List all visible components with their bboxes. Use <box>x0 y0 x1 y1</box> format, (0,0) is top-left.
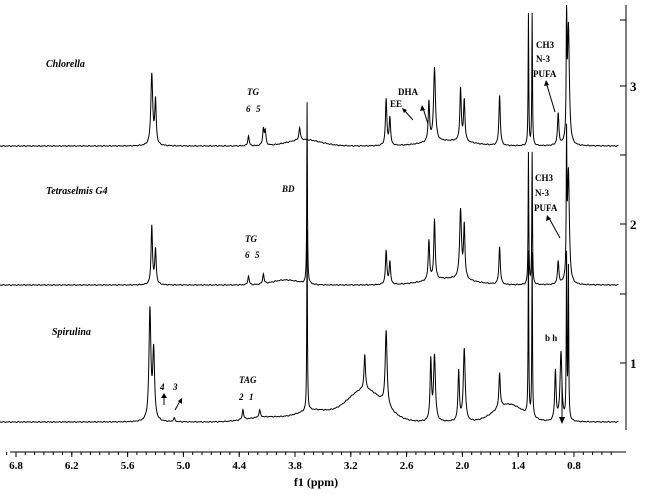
annotation-tg-chlorella: TG <box>247 87 259 97</box>
annotation-1: 1 <box>249 392 254 402</box>
annotation-bd: BD <box>281 184 295 194</box>
x-tick-label-0.8: 0.8 <box>567 460 581 472</box>
annotation-2: 2 <box>238 392 244 402</box>
sample-label-tetraselmis: Tetraselmis G4 <box>46 186 108 197</box>
x-tick-labels: 6.8 6.2 5.6 5.0 4.4 3.8 3.2 2.6 2.0 1.4 0.8 <box>9 460 581 472</box>
annotation-n3-tetraselmis: N-3 <box>535 188 549 198</box>
annotation-dha: DHA <box>398 87 419 97</box>
annotation-tg-tetraselmis: TG <box>245 234 257 244</box>
arrow-dha-head <box>420 105 425 111</box>
arrow-pufa-tetraselmis-head <box>546 215 551 221</box>
annotation-tag: TAG <box>239 375 257 385</box>
x-tick-label-2.0: 2.0 <box>456 460 470 472</box>
x-tick-label-4.4: 4.4 <box>232 460 246 472</box>
arrow-4-head <box>161 393 167 398</box>
spirulina-spectrum-line <box>0 229 619 423</box>
x-tick-label-5.0: 5.0 <box>177 460 191 472</box>
annotation-bh: b h <box>545 333 557 343</box>
right-index-axis: 3 2 1 <box>620 5 637 430</box>
annotation-3: 3 <box>172 382 178 392</box>
x-axis-label: f1 (ppm) <box>294 475 338 489</box>
index-label-1: 1 <box>630 356 637 371</box>
x-tick-marks <box>6 452 612 457</box>
arrow-pufa-tetraselmis <box>548 217 561 239</box>
arrow-bh-head <box>559 417 565 424</box>
annotation-6-tetraselmis: 6 <box>245 250 250 260</box>
x-tick-label-3.2: 3.2 <box>344 460 358 472</box>
chlorella-spectrum-line <box>0 4 619 147</box>
annotation-pufa-tetraselmis: PUFA <box>534 203 558 213</box>
sample-label-spirulina: Spirulina <box>52 327 91 338</box>
arrow-3-head <box>178 398 182 404</box>
spectra-traces <box>0 4 619 423</box>
x-tick-label-6.2: 6.2 <box>65 460 79 472</box>
arrow-ee-head <box>402 108 407 113</box>
annotation-6-chlorella: 6 <box>246 104 251 114</box>
annotation-4: 4 <box>159 382 165 392</box>
annotation-ee: EE <box>390 99 402 109</box>
sample-label-chlorella: Chlorella <box>46 59 85 70</box>
x-tick-label-5.6: 5.6 <box>121 460 135 472</box>
x-tick-label-1.4: 1.4 <box>511 460 525 472</box>
x-tick-label-2.6: 2.6 <box>400 460 414 472</box>
x-axis: 6.8 6.2 5.6 5.0 4.4 3.8 3.2 2.6 2.0 1.4 0.8 f1 (pp… <box>6 451 626 489</box>
index-label-3: 3 <box>630 79 637 94</box>
annotation-5-tetraselmis: 5 <box>255 250 260 260</box>
arrow-pufa-chlorella-head <box>544 80 549 86</box>
x-tick-label-6.8: 6.8 <box>9 460 23 472</box>
arrow-3 <box>174 400 181 411</box>
annotation-n3-chlorella: N-3 <box>536 54 550 64</box>
tetraselmis-spectrum-line <box>0 102 619 286</box>
annotation-5-chlorella: 5 <box>256 104 261 114</box>
arrow-pufa-chlorella <box>545 81 556 113</box>
annotation-ch3-chlorella: CH3 <box>536 40 555 50</box>
annotation-ch3-tetraselmis: CH3 <box>535 173 554 183</box>
annotation-pufa-chlorella: PUFA <box>533 69 557 79</box>
index-label-2: 2 <box>630 217 637 232</box>
x-tick-label-3.8: 3.8 <box>288 460 302 472</box>
arrow-dha <box>422 107 429 125</box>
arrow-ee <box>403 109 414 121</box>
